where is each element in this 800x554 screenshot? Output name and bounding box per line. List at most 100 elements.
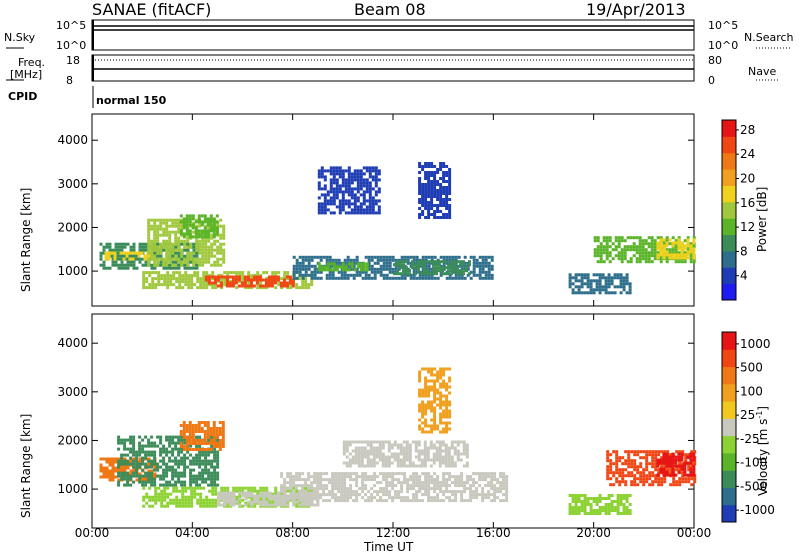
- velocity-data-cell: [385, 484, 389, 488]
- power-data-cell: [350, 262, 354, 266]
- power-data-cell: [117, 251, 121, 255]
- velocity-data-cell: [208, 501, 212, 505]
- velocity-data-cell: [156, 462, 160, 466]
- power-data-cell: [382, 267, 386, 271]
- power-data-cell: [192, 245, 196, 249]
- velocity-data-cell: [417, 458, 421, 462]
- power-data-cell: [310, 283, 314, 287]
- velocity-data-cell: [175, 489, 179, 493]
- velocity-data-cell: [217, 494, 221, 498]
- power-data-cell: [117, 254, 121, 258]
- power-data-cell: [418, 276, 422, 280]
- velocity-data-cell: [369, 452, 373, 456]
- velocity-data-cell: [399, 464, 403, 468]
- velocity-data-cell: [505, 475, 509, 479]
- velocity-data-cell: [229, 491, 233, 495]
- power-data-cell: [465, 266, 468, 270]
- power-data-cell: [267, 284, 271, 288]
- velocity-data-cell: [352, 493, 356, 497]
- power-data-cell: [113, 251, 117, 255]
- velocity-data-cell: [659, 467, 663, 471]
- power-data-cell: [199, 280, 203, 284]
- power-data-cell: [647, 242, 651, 246]
- power-data-cell: [368, 196, 372, 200]
- power-data-cell: [186, 266, 190, 270]
- velocity-data-cell: [451, 499, 455, 503]
- velocity-data-cell: [132, 480, 136, 484]
- velocity-data-cell: [210, 474, 214, 478]
- velocity-data-cell: [448, 415, 452, 419]
- power-data-cell: [423, 263, 426, 267]
- velocity-data-cell: [277, 497, 281, 501]
- velocity-data-cell: [400, 496, 404, 500]
- power-data-cell: [686, 238, 690, 242]
- power-data-cell: [620, 254, 624, 258]
- velocity-data-cell: [203, 433, 207, 436]
- power-data-cell: [641, 239, 645, 243]
- velocity-data-cell: [210, 471, 214, 475]
- velocity-data-cell: [662, 470, 666, 474]
- power-data-cell: [408, 272, 411, 276]
- power-data-cell: [295, 276, 299, 280]
- velocity-data-cell: [214, 489, 218, 493]
- power-data-cell: [145, 271, 149, 275]
- power-data-cell: [307, 273, 311, 277]
- velocity-data-cell: [466, 481, 470, 485]
- power-data-cell: [295, 270, 299, 274]
- power-data-cell: [326, 265, 330, 269]
- velocity-data-cell: [171, 465, 175, 469]
- velocity-data-cell: [345, 440, 349, 444]
- velocity-data-cell: [589, 497, 593, 500]
- power-data-cell: [433, 186, 437, 189]
- power-data-cell: [356, 205, 360, 209]
- velocity-data-cell: [126, 438, 130, 442]
- velocity-data-cell: [465, 461, 469, 465]
- velocity-data-cell: [117, 438, 121, 442]
- power-data-cell: [171, 242, 175, 246]
- velocity-data-cell: [469, 490, 473, 494]
- power-data-cell: [169, 283, 173, 287]
- power-data-cell: [347, 190, 351, 194]
- power-data-cell: [280, 277, 284, 281]
- velocity-data-cell: [666, 468, 670, 472]
- power-data-cell: [147, 221, 151, 225]
- velocity-data-cell: [450, 464, 454, 468]
- power-ytick-label: 1000: [57, 264, 88, 278]
- velocity-data-cell: [378, 452, 382, 456]
- power-data-cell: [265, 271, 269, 275]
- power-data-cell: [656, 244, 660, 248]
- velocity-data-cell: [692, 464, 696, 468]
- velocity-data-cell: [448, 409, 452, 413]
- velocity-data-cell: [174, 444, 178, 448]
- power-data-cell: [317, 205, 321, 209]
- velocity-data-cell: [192, 462, 196, 466]
- power-data-cell: [448, 186, 452, 189]
- power-data-cell: [472, 267, 476, 271]
- velocity-data-cell: [370, 499, 374, 503]
- power-data-cell: [683, 256, 687, 260]
- velocity-data-cell: [111, 475, 115, 479]
- velocity-data-cell: [244, 501, 248, 505]
- velocity-data-cell: [671, 464, 675, 468]
- velocity-data-cell: [114, 457, 118, 461]
- velocity-data-cell: [207, 483, 211, 487]
- power-data-cell: [337, 258, 341, 262]
- velocity-data-cell: [138, 465, 142, 469]
- velocity-data-cell: [442, 412, 446, 416]
- power-data-cell: [571, 282, 575, 286]
- velocity-data-cell: [204, 468, 208, 472]
- velocity-data-cell: [195, 435, 199, 439]
- power-data-cell: [424, 177, 428, 180]
- velocity-data-cell: [349, 484, 353, 488]
- power-data-cell: [328, 258, 332, 262]
- velocity-data-cell: [334, 484, 338, 488]
- velocity-data-cell: [444, 446, 448, 450]
- velocity-data-cell: [289, 487, 293, 491]
- velocity-data-cell: [426, 446, 430, 450]
- velocity-data-cell: [151, 498, 155, 502]
- power-data-cell: [323, 169, 327, 173]
- velocity-data-cell: [271, 494, 275, 498]
- velocity-data-cell: [292, 503, 296, 507]
- velocity-data-cell: [304, 493, 308, 497]
- power-data-cell: [490, 273, 494, 277]
